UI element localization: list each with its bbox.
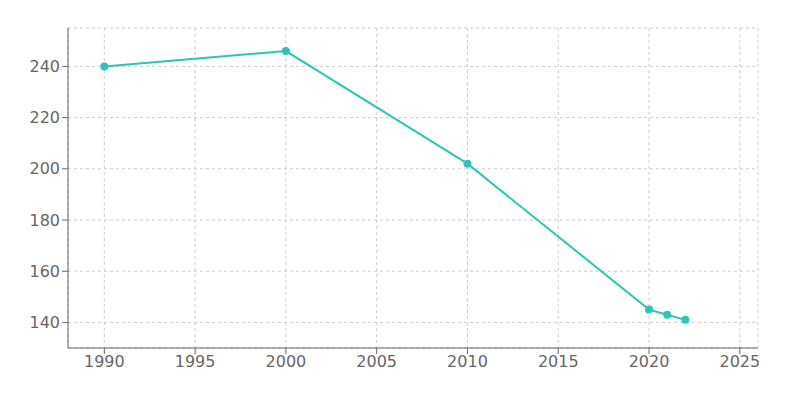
svg-text:160: 160 — [29, 262, 60, 281]
svg-text:2010: 2010 — [447, 352, 488, 371]
svg-text:2015: 2015 — [538, 352, 579, 371]
svg-text:2020: 2020 — [629, 352, 670, 371]
svg-text:180: 180 — [29, 211, 60, 230]
svg-text:1995: 1995 — [175, 352, 216, 371]
svg-text:140: 140 — [29, 313, 60, 332]
svg-text:240: 240 — [29, 57, 60, 76]
svg-text:2000: 2000 — [266, 352, 307, 371]
svg-text:2025: 2025 — [719, 352, 760, 371]
svg-text:200: 200 — [29, 159, 60, 178]
svg-text:1990: 1990 — [84, 352, 125, 371]
svg-text:220: 220 — [29, 108, 60, 127]
svg-text:2005: 2005 — [356, 352, 397, 371]
